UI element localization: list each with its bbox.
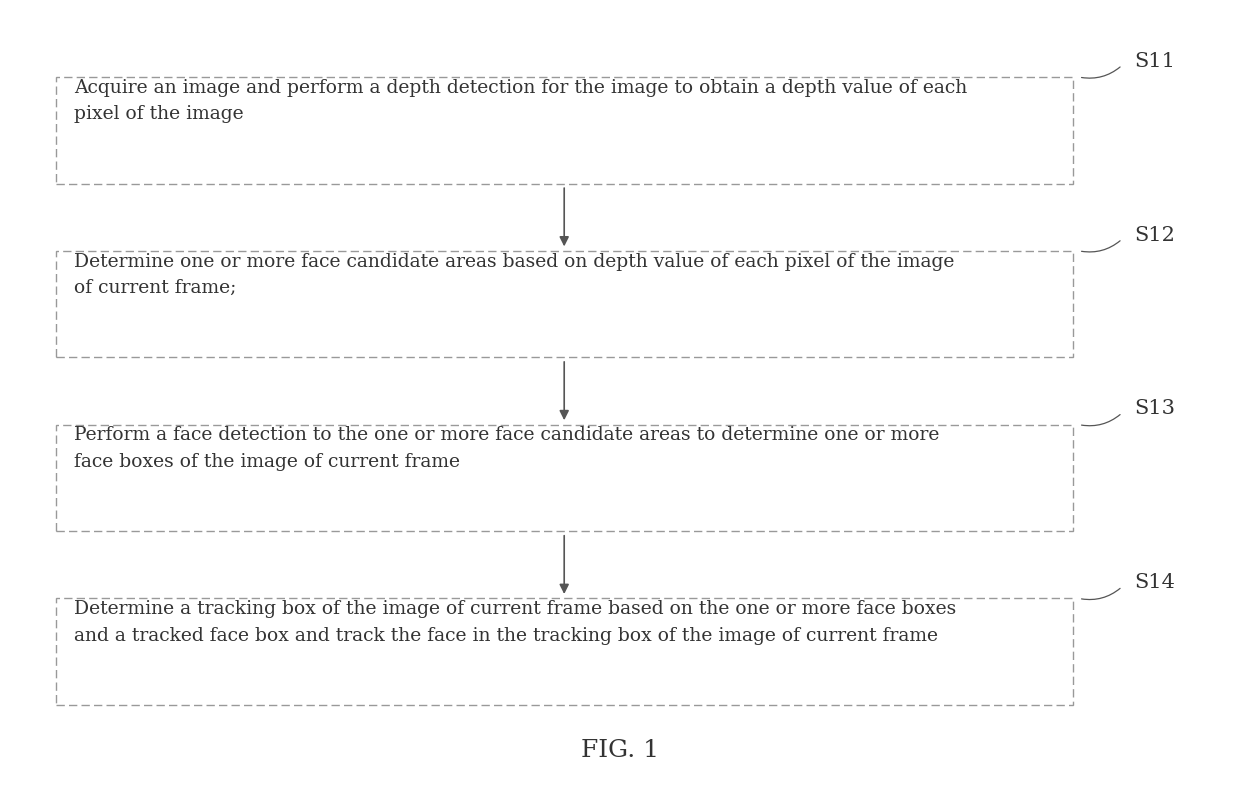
Text: Determine one or more face candidate areas based on depth value of each pixel of: Determine one or more face candidate are… <box>74 253 955 297</box>
Text: FIG. 1: FIG. 1 <box>582 739 658 762</box>
FancyBboxPatch shape <box>56 77 1073 184</box>
FancyBboxPatch shape <box>56 599 1073 705</box>
Text: Perform a face detection to the one or more face candidate areas to determine on: Perform a face detection to the one or m… <box>74 427 940 471</box>
Text: Determine a tracking box of the image of current frame based on the one or more : Determine a tracking box of the image of… <box>74 600 956 645</box>
Text: S13: S13 <box>1135 399 1176 419</box>
Text: S14: S14 <box>1135 573 1176 592</box>
FancyBboxPatch shape <box>56 425 1073 531</box>
Text: S11: S11 <box>1135 51 1176 71</box>
FancyBboxPatch shape <box>56 251 1073 357</box>
Text: Acquire an image and perform a depth detection for the image to obtain a depth v: Acquire an image and perform a depth det… <box>74 79 967 123</box>
Text: S12: S12 <box>1135 225 1176 245</box>
